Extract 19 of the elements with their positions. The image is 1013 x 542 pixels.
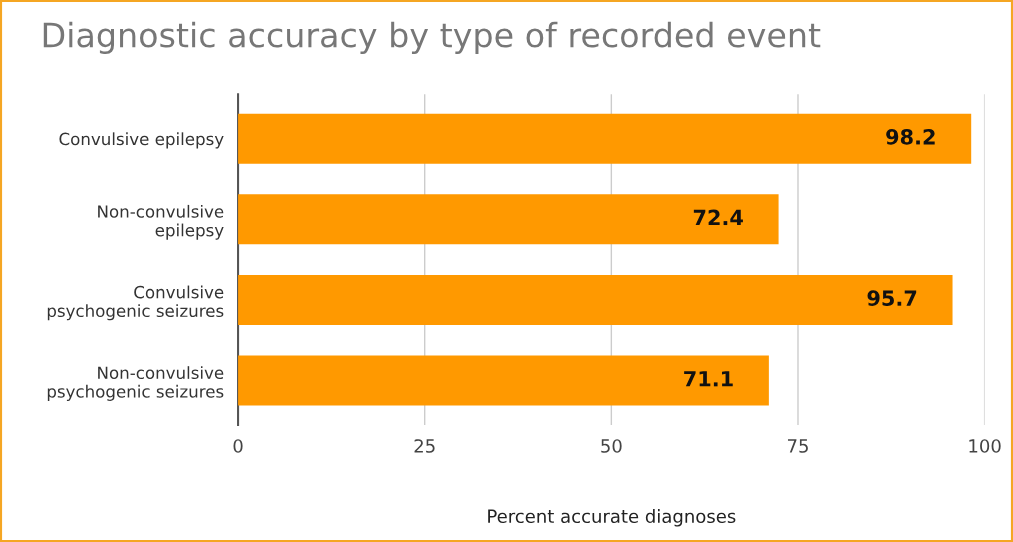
- bar: [238, 113, 972, 164]
- bar: [238, 194, 779, 245]
- x-tick-label: 50: [601, 439, 622, 453]
- x-tick-label: 75: [787, 439, 808, 453]
- x-axis-title: Percent accurate diagnoses: [488, 509, 736, 527]
- y-tick-label: Non-convulsive epilepsy: [98, 204, 224, 240]
- y-tick-label: Convulsive epilepsy: [59, 132, 224, 149]
- data-label: 72.4: [693, 209, 743, 226]
- data-label: 98.2: [886, 128, 935, 145]
- data-label: 95.7: [867, 290, 917, 306]
- x-tick-label: 25: [414, 439, 435, 453]
- x-tick-label: 100: [969, 439, 1001, 453]
- x-tick-label: 0: [233, 439, 243, 453]
- y-tick-label: Non-convulsive psychogenic seizures: [47, 366, 224, 401]
- chart-title: Diagnostic accuracy by type of recorded event: [43, 21, 821, 55]
- data-label: 71.1: [684, 371, 733, 387]
- y-tick-label: Convulsive psychogenic seizures: [47, 285, 224, 321]
- bar: [238, 355, 769, 406]
- bar: [238, 274, 953, 325]
